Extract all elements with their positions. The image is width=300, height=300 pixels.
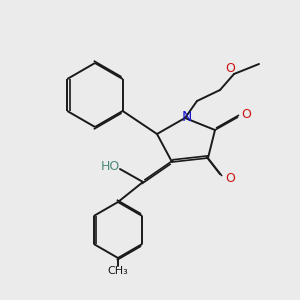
Text: O: O — [241, 109, 251, 122]
Text: O: O — [225, 172, 235, 185]
Text: O: O — [225, 62, 235, 76]
Text: HO: HO — [100, 160, 120, 172]
Text: CH₃: CH₃ — [108, 266, 128, 276]
Text: N: N — [182, 110, 192, 124]
